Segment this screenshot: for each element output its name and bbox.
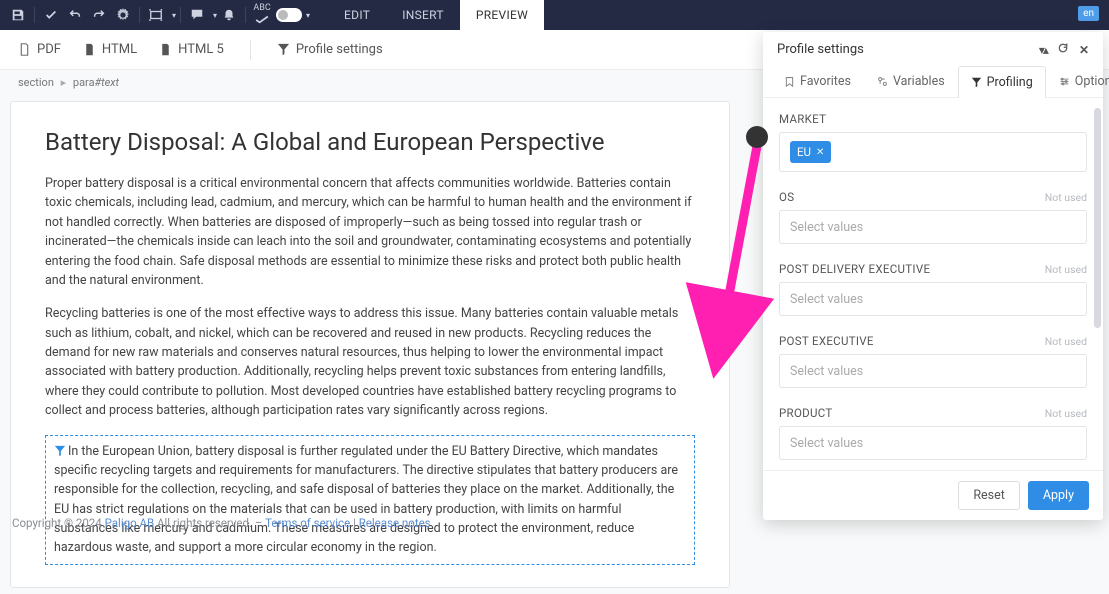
market-select[interactable]: EU ✕ xyxy=(779,132,1087,172)
separator xyxy=(34,7,35,23)
paragraph-text: In the European Union, battery disposal … xyxy=(54,444,678,556)
company-link[interactable]: Paligo AB xyxy=(105,516,155,530)
release-notes-link[interactable]: Release notes xyxy=(359,516,431,530)
category-post-delivery-executive: POST DELIVERY EXECUTIVE Not used Select … xyxy=(779,262,1087,316)
toggle-pill[interactable] xyxy=(276,8,302,22)
label: HTML xyxy=(102,42,137,57)
filter-icon xyxy=(54,444,66,456)
gear-icon[interactable] xyxy=(111,0,135,30)
os-select[interactable]: Select values xyxy=(779,210,1087,244)
category-label: PRODUCT xyxy=(779,406,833,420)
selection-tool[interactable]: ▾ xyxy=(144,0,176,30)
label: HTML 5 xyxy=(178,42,224,57)
tab-options[interactable]: Options xyxy=(1046,65,1109,97)
post-executive-select[interactable]: Select values xyxy=(779,354,1087,388)
category-label: POST DELIVERY EXECUTIVE xyxy=(779,262,930,276)
tab-preview[interactable]: PREVIEW xyxy=(460,0,544,30)
not-used-hint: Not used xyxy=(1045,407,1087,420)
export-pdf[interactable]: PDF xyxy=(18,42,61,57)
post-delivery-executive-select[interactable]: Select values xyxy=(779,282,1087,316)
not-used-hint: Not used xyxy=(1045,263,1087,276)
tab-insert[interactable]: INSERT xyxy=(386,0,460,30)
separator xyxy=(250,40,251,60)
tab-favorites[interactable]: Favorites xyxy=(771,65,864,97)
avatar-circle xyxy=(746,126,768,148)
save-icon[interactable] xyxy=(6,0,30,30)
comment-tool[interactable]: ▾ xyxy=(185,0,217,30)
chip-eu[interactable]: EU ✕ xyxy=(790,141,831,163)
category-post-executive: POST EXECUTIVE Not used Select values xyxy=(779,334,1087,388)
spellcheck-toggle[interactable]: ABC ▾ xyxy=(250,0,310,30)
not-used-hint: Not used xyxy=(1045,335,1087,348)
close-icon[interactable]: ✕ xyxy=(1079,43,1089,57)
language-badge[interactable]: en xyxy=(1078,6,1099,21)
crumb-para[interactable]: para xyxy=(73,76,95,89)
paragraph: Proper battery disposal is a critical en… xyxy=(45,174,695,290)
category-label: MARKET xyxy=(779,112,826,126)
category-label: OS xyxy=(779,190,794,204)
refresh-icon[interactable] xyxy=(1057,42,1069,57)
mode-tabs: EDIT INSERT PREVIEW xyxy=(328,0,544,30)
profile-settings-button[interactable]: Profile settings xyxy=(277,42,383,57)
profile-settings-panel: Profile settings ▾▴ ✕ Favorites Variable… xyxy=(763,32,1103,520)
panel-footer: Reset Apply xyxy=(763,470,1103,520)
panel-tabs: Favorites Variables Profiling Options xyxy=(763,65,1103,98)
reset-button[interactable]: Reset xyxy=(958,481,1020,510)
category-product: PRODUCT Not used Select values xyxy=(779,406,1087,460)
crumb-text: #text xyxy=(95,76,120,89)
separator xyxy=(245,7,246,23)
tab-variables[interactable]: Variables xyxy=(864,65,958,97)
chevron-right-icon: ▸ xyxy=(61,76,67,89)
label: Profile settings xyxy=(296,42,383,57)
not-used-hint: Not used xyxy=(1045,191,1087,204)
check-icon[interactable] xyxy=(39,0,63,30)
bell-icon[interactable] xyxy=(217,0,241,30)
category-os: OS Not used Select values xyxy=(779,190,1087,244)
document-preview: Battery Disposal: A Global and European … xyxy=(10,101,730,588)
crumb-section[interactable]: section xyxy=(18,76,54,89)
footer: Copyright © 2024 Paligo AB All rights re… xyxy=(12,516,431,530)
chevron-down-icon: ▾ xyxy=(172,11,176,20)
separator xyxy=(139,7,140,23)
panel-header: Profile settings ▾▴ ✕ xyxy=(763,32,1103,65)
chevron-down-icon: ▾ xyxy=(306,11,310,20)
scrollbar[interactable] xyxy=(1094,108,1101,328)
panel-title: Profile settings xyxy=(777,42,864,57)
category-market: MARKET EU ✕ xyxy=(779,112,1087,172)
paragraph: Recycling batteries is one of the most e… xyxy=(45,304,695,420)
collapse-icon[interactable]: ▾▴ xyxy=(1039,43,1047,57)
category-label: POST EXECUTIVE xyxy=(779,334,874,348)
top-toolbar: ▾ ▾ ABC ▾ EDIT INSERT PREVIEW en xyxy=(0,0,1109,30)
page-title: Battery Disposal: A Global and European … xyxy=(45,128,695,156)
tos-link[interactable]: Terms of service xyxy=(265,516,350,530)
export-html[interactable]: HTML xyxy=(83,42,137,57)
profiled-paragraph[interactable]: In the European Union, battery disposal … xyxy=(45,435,695,565)
separator xyxy=(180,7,181,23)
tab-edit[interactable]: EDIT xyxy=(328,0,386,30)
panel-body: MARKET EU ✕ OS Not used Select values PO… xyxy=(763,98,1103,470)
tab-profiling[interactable]: Profiling xyxy=(958,66,1046,98)
undo-icon[interactable] xyxy=(63,0,87,30)
product-select[interactable]: Select values xyxy=(779,426,1087,460)
apply-button[interactable]: Apply xyxy=(1028,481,1089,510)
export-html5[interactable]: HTML 5 xyxy=(159,42,224,57)
chip-remove-icon[interactable]: ✕ xyxy=(816,147,824,158)
redo-icon[interactable] xyxy=(87,0,111,30)
label: PDF xyxy=(37,42,61,57)
